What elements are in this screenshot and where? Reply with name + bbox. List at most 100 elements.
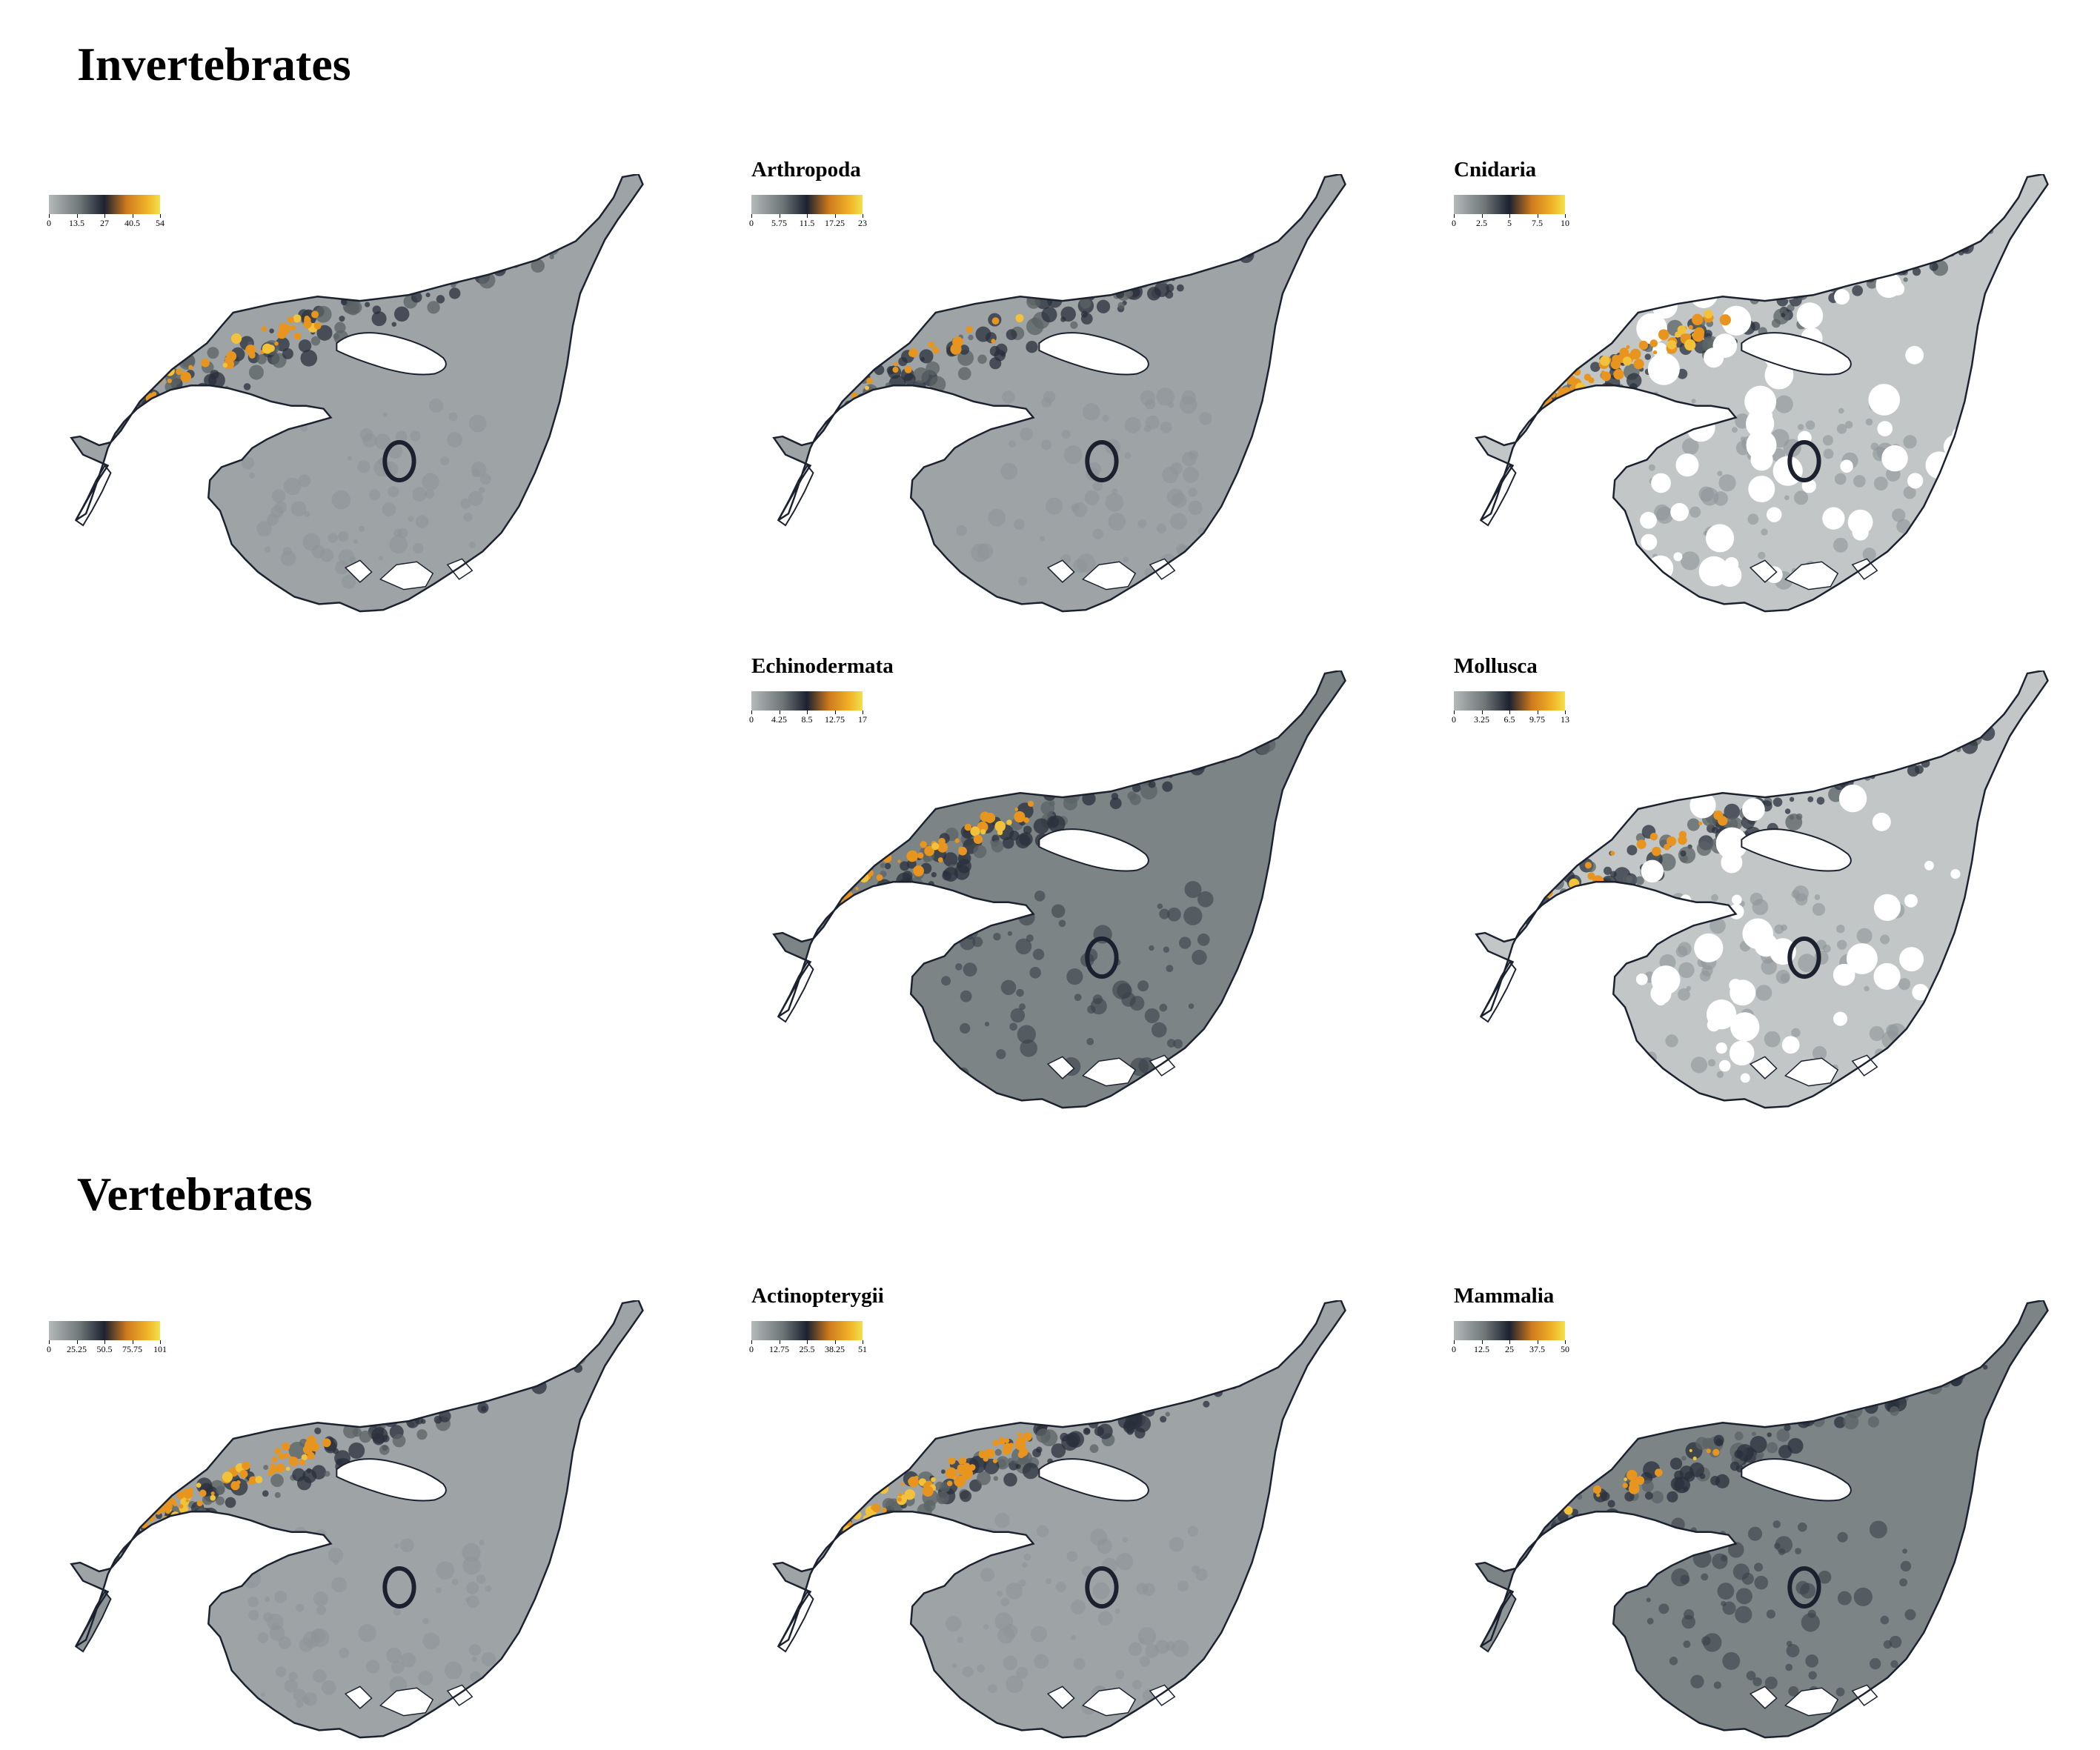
anticosti-island xyxy=(1038,1458,1149,1502)
anticosti-island xyxy=(1038,828,1149,872)
legend-color-bar xyxy=(1454,195,1565,214)
legend-tick-mark xyxy=(49,214,50,218)
map-panel-cnidaria: Cnidaria 0 2.5 5 7.5 10 xyxy=(1452,158,2091,619)
anticosti-island xyxy=(1741,828,1852,872)
legend-tick-label: 51 xyxy=(858,1344,867,1354)
map-panel-actinopterygii: Actinopterygii 0 12.75 25.5 38.25 51 xyxy=(749,1284,1389,1745)
legend-tick-mark xyxy=(751,214,752,218)
legend-tick-label: 5.75 xyxy=(771,218,787,228)
legend-tick-label: 27 xyxy=(100,218,109,228)
legend-tick-label: 40.5 xyxy=(124,218,140,228)
map-image xyxy=(751,174,1359,619)
legend-tick-mark xyxy=(76,1340,78,1344)
legend-tick-label: 17.25 xyxy=(825,218,845,228)
legend-tick-mark xyxy=(1509,214,1510,218)
legend-tick-label: 12.75 xyxy=(769,1344,789,1354)
legend-tick-label: 101 xyxy=(153,1344,167,1354)
legend-tick-label: 23 xyxy=(858,218,867,228)
map-panel-invertebrates-total: 0 13.5 27 40.5 54 xyxy=(47,159,686,619)
map-image xyxy=(1454,671,2061,1115)
gulf-water xyxy=(71,174,643,612)
legend-tick-label: 10 xyxy=(1561,218,1569,228)
legend-tick-label: 2.5 xyxy=(1476,218,1487,228)
legend-tick-mark xyxy=(807,1340,808,1344)
section-title-invertebrates: Invertebrates xyxy=(77,38,351,90)
map-image xyxy=(1454,174,2061,619)
legend-tick-label: 38.25 xyxy=(825,1344,845,1354)
color-legend: 0 3.25 6.5 9.75 13 xyxy=(1452,691,1569,728)
panel-title: Cnidaria xyxy=(1454,158,1537,182)
legend-tick-label: 54 xyxy=(156,218,165,228)
panel-title: Echinodermata xyxy=(751,654,894,678)
gulf-water xyxy=(71,1300,643,1738)
legend-tick-mark xyxy=(751,711,752,714)
legend-tick-mark xyxy=(1454,1340,1455,1344)
coastline-outline xyxy=(1475,671,2049,1109)
anticosti-island xyxy=(336,332,447,376)
legend-tick-label: 17 xyxy=(858,714,867,725)
color-legend: 0 12.75 25.5 38.25 51 xyxy=(749,1321,867,1358)
legend-tick-label: 25 xyxy=(1505,1344,1514,1354)
legend-tick-label: 4.25 xyxy=(771,714,787,725)
legend-tick-mark xyxy=(834,214,836,218)
gulf-water xyxy=(1476,1300,2048,1738)
map-panel-echinodermata: Echinodermata 0 4.25 8.5 12.75 17 xyxy=(749,654,1389,1115)
legend-tick-label: 0 xyxy=(47,1344,51,1354)
panel-title: Actinopterygii xyxy=(751,1284,884,1308)
legend-tick-label: 9.75 xyxy=(1529,714,1545,725)
panel-title: Mammalia xyxy=(1454,1284,1555,1308)
coastline-outline xyxy=(772,174,1346,613)
coastline-outline xyxy=(70,174,644,613)
color-legend: 0 12.5 25 37.5 50 xyxy=(1452,1321,1569,1358)
legend-tick-mark xyxy=(160,1340,161,1344)
map-image xyxy=(49,1300,657,1745)
coastline-outline xyxy=(772,1300,1346,1739)
coastline-outline xyxy=(772,671,1346,1109)
legend-tick-mark xyxy=(1454,711,1455,714)
anticosti-island xyxy=(1741,332,1852,376)
legend-tick-label: 6.5 xyxy=(1503,714,1515,725)
legend-tick-mark xyxy=(1509,1340,1510,1344)
anticosti-island xyxy=(1038,332,1149,376)
legend-tick-mark xyxy=(834,1340,836,1344)
legend-tick-label: 37.5 xyxy=(1529,1344,1545,1354)
legend-tick-mark xyxy=(49,1340,50,1344)
legend-tick-label: 3.25 xyxy=(1474,714,1489,725)
map-image xyxy=(751,671,1359,1115)
legend-tick-label: 12.5 xyxy=(1474,1344,1489,1354)
legend-tick-mark xyxy=(1481,711,1483,714)
gulf-water xyxy=(774,671,1346,1108)
legend-tick-label: 0 xyxy=(1452,714,1456,725)
legend-tick-mark xyxy=(104,1340,105,1344)
legend-color-bar xyxy=(751,195,863,214)
legend-color-bar xyxy=(1454,1321,1565,1340)
map-panel-arthropoda: Arthropoda 0 5.75 11.5 17.25 23 xyxy=(749,159,1389,619)
legend-tick-label: 7.5 xyxy=(1532,218,1543,228)
legend-tick-mark xyxy=(1481,1340,1483,1344)
legend-tick-label: 13 xyxy=(1561,714,1569,725)
coastline-outline xyxy=(70,1300,644,1739)
color-legend: 0 25.25 50.5 75.75 101 xyxy=(47,1321,167,1358)
legend-tick-mark xyxy=(104,214,105,218)
legend-color-bar xyxy=(1454,691,1565,711)
legend-tick-mark xyxy=(1565,711,1566,714)
legend-tick-label: 5 xyxy=(1507,218,1512,228)
legend-tick-label: 75.75 xyxy=(122,1344,142,1354)
gulf-water xyxy=(774,1300,1346,1738)
legend-tick-label: 12.75 xyxy=(825,714,845,725)
legend-tick-label: 13.5 xyxy=(69,218,84,228)
color-legend: 0 5.75 11.5 17.25 23 xyxy=(749,195,867,232)
legend-tick-mark xyxy=(807,711,808,714)
anticosti-island xyxy=(336,1458,447,1502)
legend-tick-label: 50 xyxy=(1561,1344,1569,1354)
legend-tick-mark xyxy=(751,1340,752,1344)
legend-tick-label: 25.5 xyxy=(799,1344,815,1354)
legend-tick-mark xyxy=(834,711,836,714)
map-panel-mollusca: Mollusca 0 3.25 6.5 9.75 13 xyxy=(1452,656,2091,1115)
legend-tick-label: 0 xyxy=(1452,1344,1456,1354)
legend-tick-mark xyxy=(1565,1340,1566,1344)
anticosti-island xyxy=(1741,1458,1852,1502)
coastline-outline xyxy=(1475,174,2049,613)
map-image xyxy=(1454,1300,2061,1745)
legend-color-bar xyxy=(49,1321,160,1340)
